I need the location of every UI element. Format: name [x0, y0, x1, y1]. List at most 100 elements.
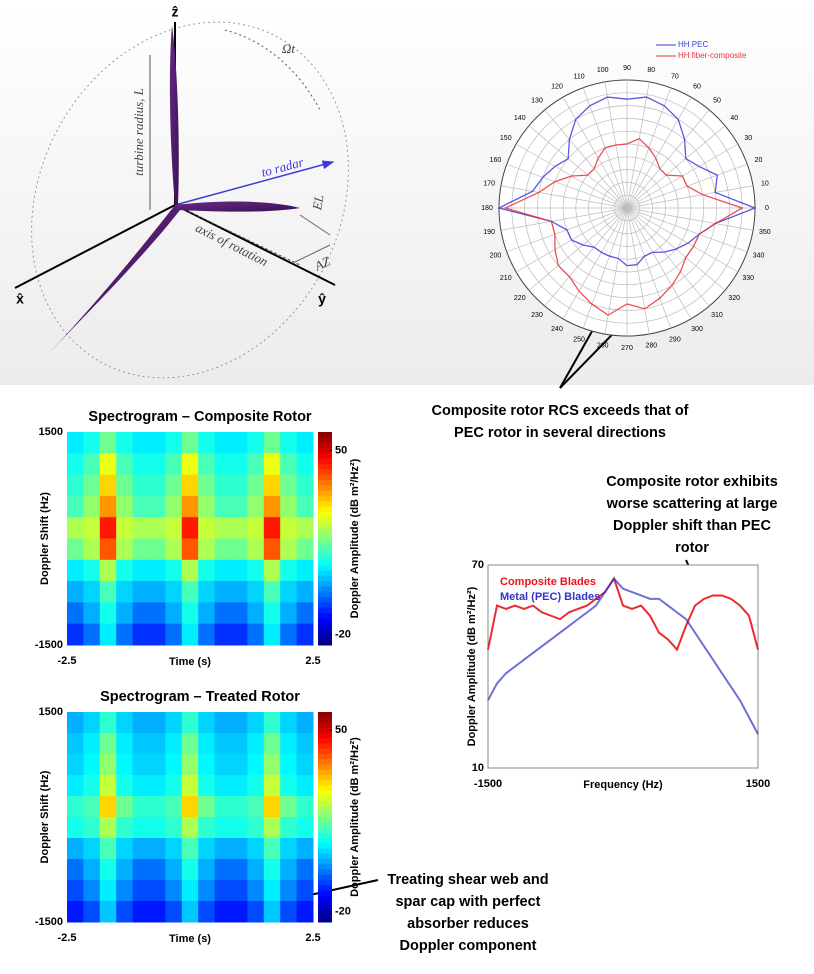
heatmap-cell [280, 859, 298, 881]
y-tick-label: 1500 [39, 426, 63, 438]
theta-tick-label: 120 [551, 84, 563, 91]
heatmap-cell [165, 775, 183, 797]
heatmap-cell [231, 859, 248, 881]
colorbar-segment [318, 506, 332, 513]
colorbar-segment [318, 634, 332, 641]
polar-spoke [544, 109, 628, 209]
colorbar-segment [318, 581, 332, 587]
heatmap-cell [280, 733, 298, 755]
legend-label: HH fiber-composite [678, 51, 747, 60]
heatmap-cell [99, 453, 117, 476]
heatmap-cell [99, 859, 117, 881]
heatmap-cell [231, 538, 248, 561]
colorbar-segment [318, 717, 332, 723]
polar-spoke [528, 125, 628, 209]
colorbar-segment [318, 785, 332, 792]
heatmap-cell [165, 623, 183, 646]
heatmap-cell [116, 602, 134, 625]
heatmap-cell [263, 901, 281, 923]
heatmap-cell [181, 754, 199, 776]
heatmap-cell [181, 474, 199, 497]
heatmap-cell [67, 901, 84, 923]
heatmap-cell [231, 733, 248, 755]
heatmap-cell [198, 859, 216, 881]
colorbar-segment [318, 442, 332, 449]
colorbar-segment [318, 533, 332, 539]
polar-spoke [544, 207, 628, 307]
heatmap-cell [116, 859, 134, 881]
heatmap-cell [181, 581, 199, 603]
colorbar-segment [318, 511, 332, 518]
theta-tick-label: 350 [759, 229, 771, 236]
colorbar-segment [318, 458, 332, 465]
heatmap-cell [132, 581, 150, 603]
colorbar-tick-label: 50 [335, 724, 347, 736]
heatmap-cell [280, 581, 298, 603]
heatmap-cell [149, 495, 166, 518]
colorbar-segment [318, 869, 332, 876]
polar-spoke [500, 185, 628, 209]
theta-tick-label: 110 [574, 73, 585, 80]
heatmap-cell [99, 538, 117, 561]
heatmap-cell [214, 495, 232, 518]
heatmap-cell [181, 796, 199, 818]
heatmap-cell [99, 796, 117, 818]
heatmap-cell [247, 754, 265, 776]
heatmap-cell [181, 432, 199, 454]
heatmap-cell [263, 712, 281, 734]
heatmap-cell [198, 559, 216, 582]
annotation: Doppler shift than PEC [613, 518, 771, 534]
heatmap-cell [165, 859, 183, 881]
colorbar-segment [318, 806, 332, 813]
heatmap-cell [83, 538, 101, 561]
heatmap-cell [263, 602, 281, 625]
heatmap-cell [165, 796, 183, 818]
x-tick-label: -2.5 [58, 932, 77, 944]
annotation: Composite rotor RCS exceeds that of [431, 403, 688, 419]
polar-spoke [626, 207, 710, 307]
heatmap-cell [198, 602, 216, 625]
x-tick-label: 2.5 [305, 932, 320, 944]
heatmap-cell [165, 712, 183, 734]
heatmap-cell [116, 712, 134, 734]
heatmap-cell [280, 838, 298, 860]
heatmap-cell [83, 796, 101, 818]
colorbar-segment [318, 895, 332, 902]
heatmap-cell [247, 817, 265, 839]
heatmap-cell [165, 581, 183, 603]
heatmap-cell [280, 623, 298, 646]
y-axis-label: ŷ [318, 291, 326, 307]
heatmap-cell [132, 754, 150, 776]
heatmap-cell [149, 538, 166, 561]
theta-tick-label: 200 [490, 253, 502, 260]
heatmap-cell [296, 796, 314, 818]
heatmap-cell [214, 559, 232, 582]
heatmap-cell [149, 901, 166, 923]
heatmap-cell [263, 880, 281, 902]
heatmap-cell [247, 901, 265, 923]
heatmap-cell [99, 559, 117, 582]
heatmap-cell [149, 453, 166, 476]
plot-area [487, 564, 759, 769]
line-series [487, 576, 759, 735]
x-axis-title: Time (s) [169, 656, 211, 668]
colorbar-segment [318, 517, 332, 524]
heatmap-cell [296, 838, 314, 860]
heatmap-cell [231, 495, 248, 518]
heatmap-cell [280, 432, 298, 454]
heatmap-cell [149, 581, 166, 603]
polar-spoke [626, 125, 726, 209]
heatmap-cell [83, 775, 101, 797]
heatmap-cell [181, 775, 199, 797]
theta-tick-label: 270 [621, 345, 633, 352]
heatmap-cell [231, 754, 248, 776]
x-tick-label: -1500 [474, 778, 502, 790]
colorbar-segment [318, 575, 332, 582]
heatmap-cell [149, 474, 166, 497]
heatmap-cell [67, 817, 84, 839]
theta-tick-label: 40 [730, 115, 738, 122]
heatmap-cell [67, 880, 84, 902]
heatmap-cell [231, 775, 248, 797]
heatmap-cell [99, 474, 117, 497]
heatmap-cell [198, 453, 216, 476]
